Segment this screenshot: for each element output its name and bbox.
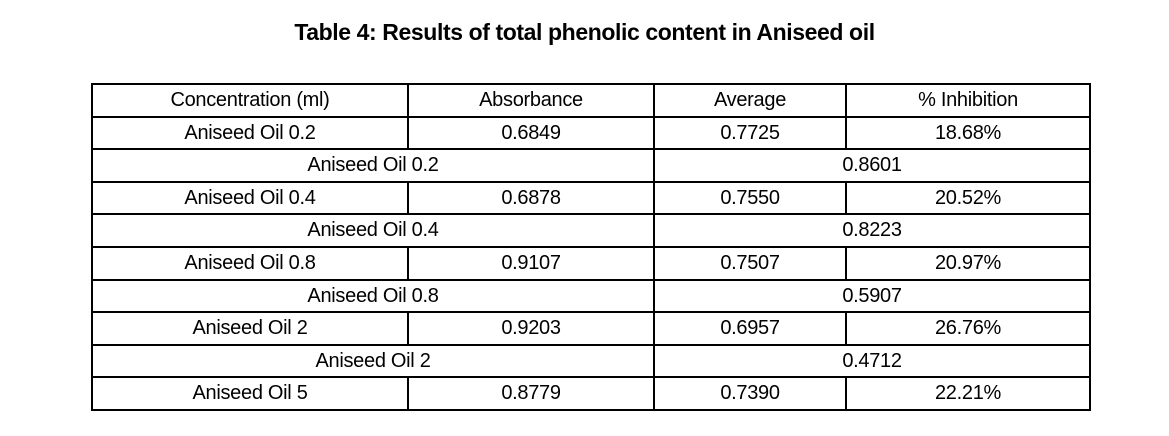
column-header-average: Average bbox=[653, 83, 847, 118]
table-cell: Aniseed Oil 0.8 bbox=[91, 245, 409, 281]
table-cell: 0.7390 bbox=[653, 376, 847, 411]
table-body: Aniseed Oil 0.2 0.6849 0.7725 18.68% Aniseed… bbox=[91, 115, 1091, 411]
table-cell: 0.8601 bbox=[653, 148, 1091, 183]
table-row-merged: Aniseed Oil 0.2 0.8601 bbox=[91, 148, 1091, 183]
table-cell: 0.8779 bbox=[407, 376, 655, 411]
column-header-inhibition: % Inhibition bbox=[845, 83, 1091, 118]
table-cell: Aniseed Oil 0.8 bbox=[91, 278, 655, 314]
table-cell: 20.52% bbox=[845, 180, 1091, 216]
table-cell: 0.7507 bbox=[653, 245, 847, 281]
table-row: Aniseed Oil 0.2 0.6849 0.7725 18.68% bbox=[91, 115, 1091, 151]
table-row-merged: Aniseed Oil 0.4 0.8223 bbox=[91, 213, 1091, 248]
table-cell: Aniseed Oil 0.2 bbox=[91, 115, 409, 151]
table-cell: 18.68% bbox=[845, 115, 1091, 151]
results-table: Concentration (ml) Absorbance Average % … bbox=[91, 83, 1091, 411]
table-header-row: Concentration (ml) Absorbance Average % … bbox=[91, 83, 1091, 118]
table-cell: 0.4712 bbox=[653, 343, 1091, 379]
table-cell: 0.7550 bbox=[653, 180, 847, 216]
table-cell: 0.6849 bbox=[407, 115, 655, 151]
table-cell: 22.21% bbox=[845, 376, 1091, 411]
table-cell: Aniseed Oil 2 bbox=[91, 311, 409, 346]
table-cell: 0.6957 bbox=[653, 311, 847, 346]
table-cell: Aniseed Oil 0.2 bbox=[91, 148, 655, 183]
table-row: Aniseed Oil 5 0.8779 0.7390 22.21% bbox=[91, 376, 1091, 411]
table-caption: Table 4: Results of total phenolic conte… bbox=[294, 19, 875, 45]
table-row: Aniseed Oil 0.8 0.9107 0.7507 20.97% bbox=[91, 245, 1091, 281]
table-cell: 0.5907 bbox=[653, 278, 1091, 314]
table-cell: 20.97% bbox=[845, 245, 1091, 281]
table-cell: 0.9203 bbox=[407, 311, 655, 346]
table-row: Aniseed Oil 0.4 0.6878 0.7550 20.52% bbox=[91, 180, 1091, 216]
table-cell: 0.7725 bbox=[653, 115, 847, 151]
table-row: Aniseed Oil 2 0.9203 0.6957 26.76% bbox=[91, 311, 1091, 346]
column-header-absorbance: Absorbance bbox=[407, 83, 655, 118]
table-cell: Aniseed Oil 0.4 bbox=[91, 180, 409, 216]
table-cell: 26.76% bbox=[845, 311, 1091, 346]
table-cell: 0.9107 bbox=[407, 245, 655, 281]
table-cell: Aniseed Oil 5 bbox=[91, 376, 409, 411]
table-cell: Aniseed Oil 0.4 bbox=[91, 213, 655, 248]
table-cell: Aniseed Oil 2 bbox=[91, 343, 655, 379]
table-row-merged: Aniseed Oil 2 0.4712 bbox=[91, 343, 1091, 379]
table-cell: 0.6878 bbox=[407, 180, 655, 216]
table-row-merged: Aniseed Oil 0.8 0.5907 bbox=[91, 278, 1091, 314]
column-header-concentration: Concentration (ml) bbox=[91, 83, 409, 118]
table-cell: 0.8223 bbox=[653, 213, 1091, 248]
